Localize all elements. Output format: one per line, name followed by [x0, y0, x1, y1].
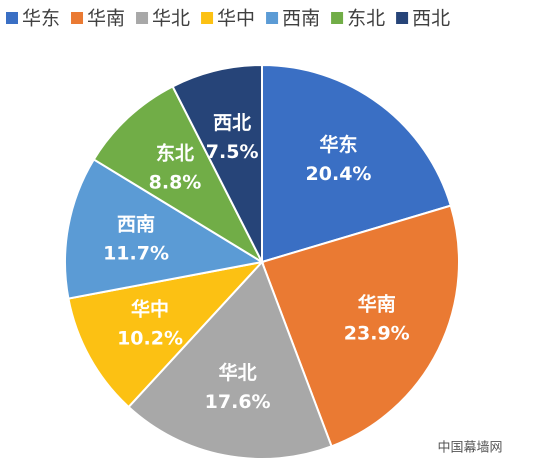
slice-label: 东北 — [156, 142, 194, 165]
pie-slice — [64, 158, 265, 300]
legend-swatch — [266, 12, 279, 24]
legend-swatch — [71, 12, 84, 24]
watermark: 中国幕墙网 — [437, 441, 502, 456]
slice-label: 华东 — [319, 133, 357, 156]
pie-slice — [260, 204, 460, 448]
legend-label: 东北 — [347, 8, 385, 30]
legend-label: 西北 — [412, 8, 450, 30]
pie-slice — [127, 260, 333, 460]
slice-value-label: 11.7% — [103, 243, 169, 265]
pie-slice — [171, 63, 263, 263]
legend-swatch — [396, 12, 409, 24]
legend-swatch — [201, 12, 214, 24]
slice-label: 华南 — [358, 292, 396, 315]
legend-swatch — [136, 12, 149, 24]
slice-value-label: 10.2% — [117, 328, 183, 350]
legend-label: 华南 — [87, 8, 125, 30]
pie-slice — [261, 63, 453, 264]
slice-label: 西北 — [213, 112, 251, 134]
slice-label: 西南 — [117, 214, 155, 236]
slice-value-label: 20.4% — [306, 163, 372, 185]
slice-value-label: 17.6% — [205, 391, 271, 413]
slice-value-label: 8.8% — [149, 172, 202, 194]
legend-label: 西南 — [282, 8, 320, 30]
legend-swatch — [6, 12, 18, 24]
slice-label: 华北 — [219, 361, 257, 384]
slice-label: 华中 — [131, 298, 169, 321]
legend-label: 华东 — [22, 8, 60, 30]
legend-label: 华中 — [217, 8, 255, 30]
legend-label: 华北 — [152, 8, 190, 30]
legend: 华东 华南 华北 华中 西南 东北 西北 — [6, 8, 450, 30]
pie-slice — [67, 260, 265, 409]
slice-value-label: 7.5% — [206, 141, 259, 163]
pie: 华东 20.4% 华南 23.9% 华北 17.6% 华中 10.2% 西南 11.7% 东北 8.8… — [64, 63, 460, 460]
slice-value-label: 23.9% — [344, 322, 410, 344]
legend-swatch — [331, 12, 344, 24]
pie-slice — [92, 85, 265, 265]
